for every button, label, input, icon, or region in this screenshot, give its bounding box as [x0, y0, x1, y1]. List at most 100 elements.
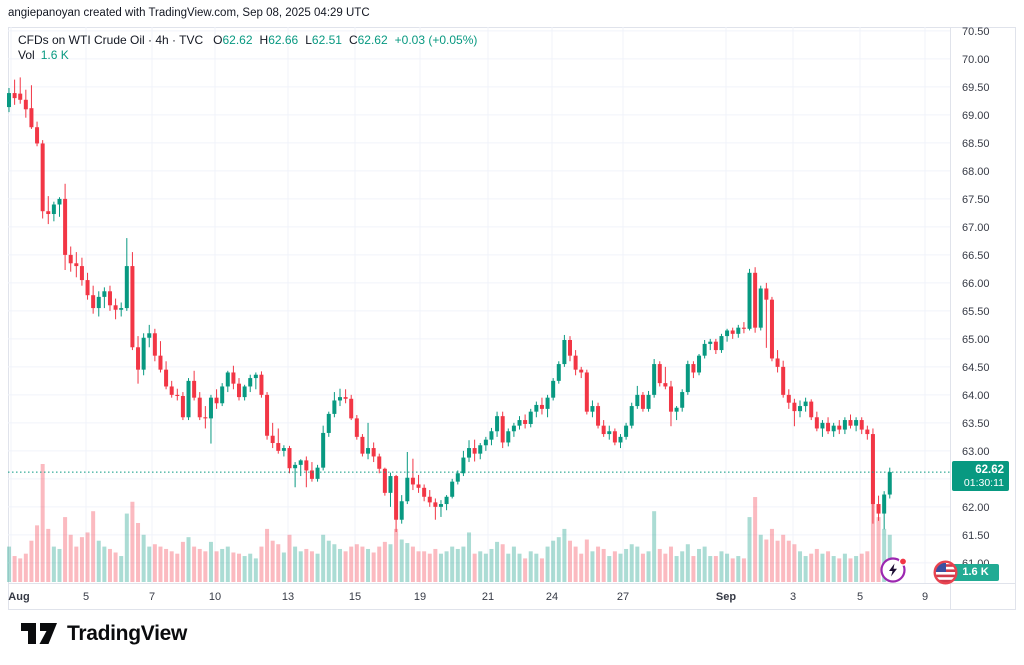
volume-bar	[483, 553, 488, 582]
volume-bar	[607, 556, 612, 582]
price-axis-label: 67.50	[962, 194, 990, 206]
candle-body	[107, 291, 112, 306]
candle-body	[455, 473, 460, 482]
volume-bar	[7, 546, 11, 582]
volume-bar	[265, 528, 270, 582]
volume-bar	[747, 517, 752, 582]
candle-body	[657, 364, 662, 384]
volume-bar	[74, 546, 79, 582]
candle-body	[596, 406, 601, 426]
volume-bar	[405, 543, 410, 582]
volume-bar	[668, 546, 673, 582]
candle-body	[40, 143, 45, 212]
candle-body	[584, 372, 589, 412]
candle-body	[865, 429, 870, 435]
candle-body	[242, 386, 247, 398]
volume-bar	[495, 541, 500, 582]
candle-body	[747, 272, 752, 329]
candle-body	[281, 448, 286, 451]
bar-countdown: 01:30:11	[963, 477, 1004, 489]
symbol-title: CFDs on WTI Crude Oil · 4h · TVC	[18, 33, 204, 47]
candle-body	[248, 378, 253, 387]
volume-bar	[568, 540, 572, 582]
volume-bar	[96, 540, 101, 582]
volume-bar	[640, 553, 645, 582]
streams-bolt-icon[interactable]	[878, 554, 912, 588]
candle-body	[635, 394, 640, 407]
candle-body	[725, 330, 730, 337]
volume-bar	[270, 540, 275, 582]
volume-bar	[713, 556, 718, 582]
volume-bar	[691, 556, 696, 582]
candle-body	[618, 436, 623, 443]
volume-bar	[354, 544, 359, 582]
candle-body	[826, 422, 831, 432]
candle-body	[276, 443, 281, 451]
candle-body	[85, 280, 90, 296]
candle-body	[668, 386, 673, 412]
price-axis-label: 69.50	[962, 82, 990, 94]
candle-body	[63, 198, 68, 255]
candle-body	[590, 406, 595, 412]
candle-body	[214, 397, 219, 404]
candle-body	[652, 364, 657, 395]
volume-bar	[798, 551, 803, 582]
candle-body	[326, 413, 331, 433]
us-flag-icon[interactable]	[932, 559, 959, 586]
candle-body	[74, 263, 79, 267]
candle-body	[854, 420, 859, 426]
price-axis-label: 70.50	[962, 26, 990, 38]
volume-bar	[186, 537, 191, 582]
candle-body	[422, 487, 427, 497]
volume-bar	[657, 548, 662, 582]
volume-bar	[85, 532, 90, 582]
close-label: C	[348, 33, 358, 47]
candle-body	[388, 476, 393, 493]
candle-body	[511, 425, 516, 432]
volume-bar	[35, 525, 40, 582]
tradingview-logo-text: TradingView	[67, 622, 188, 645]
volume-bar	[596, 546, 601, 582]
candle-body	[354, 418, 359, 437]
time-axis-label: 3	[790, 591, 796, 603]
volume-bar	[590, 551, 595, 582]
candle-body	[382, 468, 387, 493]
candle-body	[719, 336, 724, 351]
candle-body	[478, 445, 483, 454]
tradingview-logo[interactable]: TradingView	[20, 620, 187, 648]
candle-body	[164, 369, 169, 387]
volume-bar	[725, 553, 730, 582]
candle-body	[332, 400, 337, 414]
volume-bar	[472, 553, 477, 582]
volume-bar	[242, 556, 247, 582]
volume-bar	[18, 558, 23, 582]
volume-bar	[253, 558, 258, 582]
candle-body	[758, 288, 763, 328]
volume-bar	[579, 553, 584, 582]
volume-bar	[646, 551, 651, 582]
price-axis-label: 65.50	[962, 306, 990, 318]
candle-body	[691, 364, 696, 373]
volume-bar	[674, 556, 679, 582]
volume-bar	[859, 553, 864, 582]
volume-bar	[489, 548, 494, 582]
candle-body	[489, 431, 494, 440]
candle-body	[309, 470, 314, 479]
time-axis-label: 24	[546, 591, 558, 603]
price-axis-label: 64.50	[962, 362, 990, 374]
volume-bar	[455, 548, 460, 582]
volume-bar	[225, 546, 230, 582]
candle-body	[736, 327, 741, 334]
candle-body	[708, 341, 713, 344]
volume-bar	[91, 511, 96, 582]
candle-body	[562, 339, 567, 365]
volume-bar	[551, 540, 556, 582]
volume-bar	[57, 548, 62, 582]
volume-bar	[736, 556, 741, 582]
time-axis-label: 9	[922, 591, 928, 603]
volume-bar	[315, 553, 320, 582]
price-axis-label: 62.00	[962, 502, 990, 514]
volume-bar	[708, 556, 713, 582]
price-axis-label: 67.00	[962, 222, 990, 234]
volume-bar	[685, 544, 690, 582]
